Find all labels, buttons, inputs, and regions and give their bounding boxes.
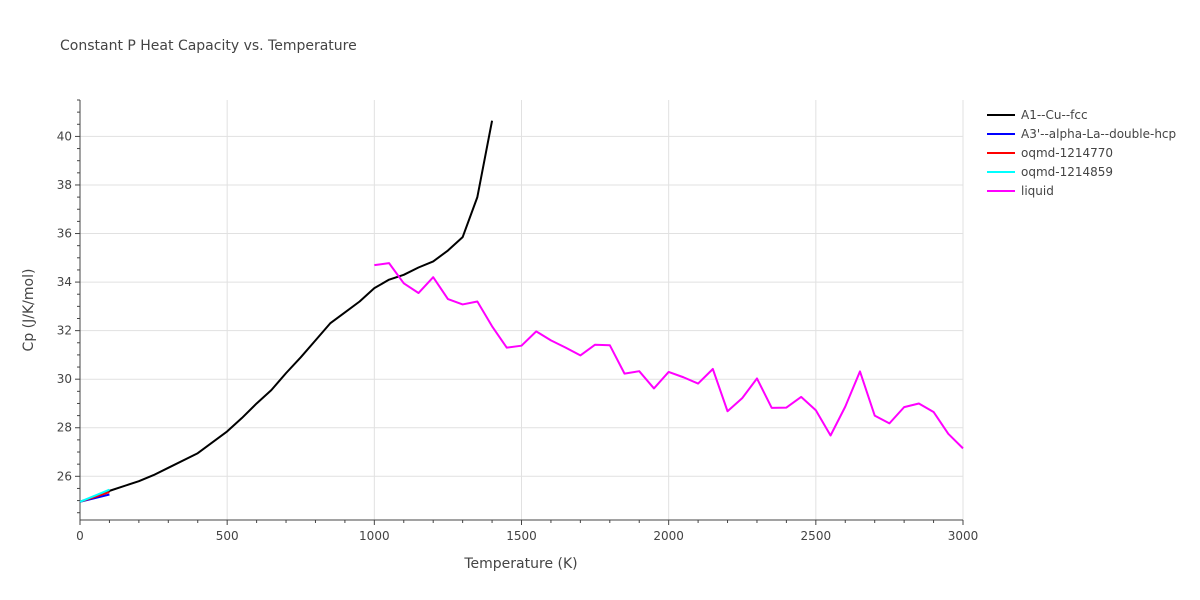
y-tick-label: 34 bbox=[57, 275, 72, 289]
x-tick-label: 2000 bbox=[653, 529, 684, 543]
y-tick-label: 30 bbox=[57, 372, 72, 386]
grid bbox=[80, 100, 964, 520]
series-line bbox=[374, 262, 964, 450]
y-tick-label: 40 bbox=[57, 129, 72, 143]
y-tick-label: 28 bbox=[57, 421, 72, 435]
plot-area bbox=[79, 120, 964, 503]
y-tick-label: 26 bbox=[57, 469, 72, 483]
legend-label: oqmd-1214859 bbox=[1021, 165, 1113, 179]
y-tick-label: 32 bbox=[57, 324, 72, 338]
x-axis-label: Temperature (K) bbox=[463, 556, 577, 572]
x-tick-label: 1500 bbox=[506, 529, 537, 543]
legend-label: A1--Cu--fcc bbox=[1021, 108, 1088, 122]
legend-label: liquid bbox=[1021, 184, 1054, 198]
series-line bbox=[79, 120, 494, 503]
x-tick-label: 500 bbox=[216, 529, 239, 543]
x-tick-label: 0 bbox=[76, 529, 84, 543]
y-tick-label: 36 bbox=[57, 227, 72, 241]
x-tick-label: 2500 bbox=[801, 529, 832, 543]
y-axis-label: Cp (J/K/mol) bbox=[21, 269, 37, 352]
series-line bbox=[79, 488, 110, 503]
legend-label: oqmd-1214770 bbox=[1021, 146, 1113, 160]
axes: 0 500 1000 1500 2000 2500 3000 26 28 30 32 34 36 38 40 bbox=[57, 99, 979, 543]
chart-title: Constant P Heat Capacity vs. Temperature bbox=[60, 38, 357, 54]
x-tick-label: 3000 bbox=[948, 529, 979, 543]
y-tick-label: 38 bbox=[57, 178, 72, 192]
legend-label: A3'--alpha-La--double-hcp bbox=[1021, 127, 1176, 141]
legend: A1--Cu--fcc A3'--alpha-La--double-hcp oqmd… bbox=[987, 108, 1176, 198]
x-tick-label: 1000 bbox=[359, 529, 390, 543]
